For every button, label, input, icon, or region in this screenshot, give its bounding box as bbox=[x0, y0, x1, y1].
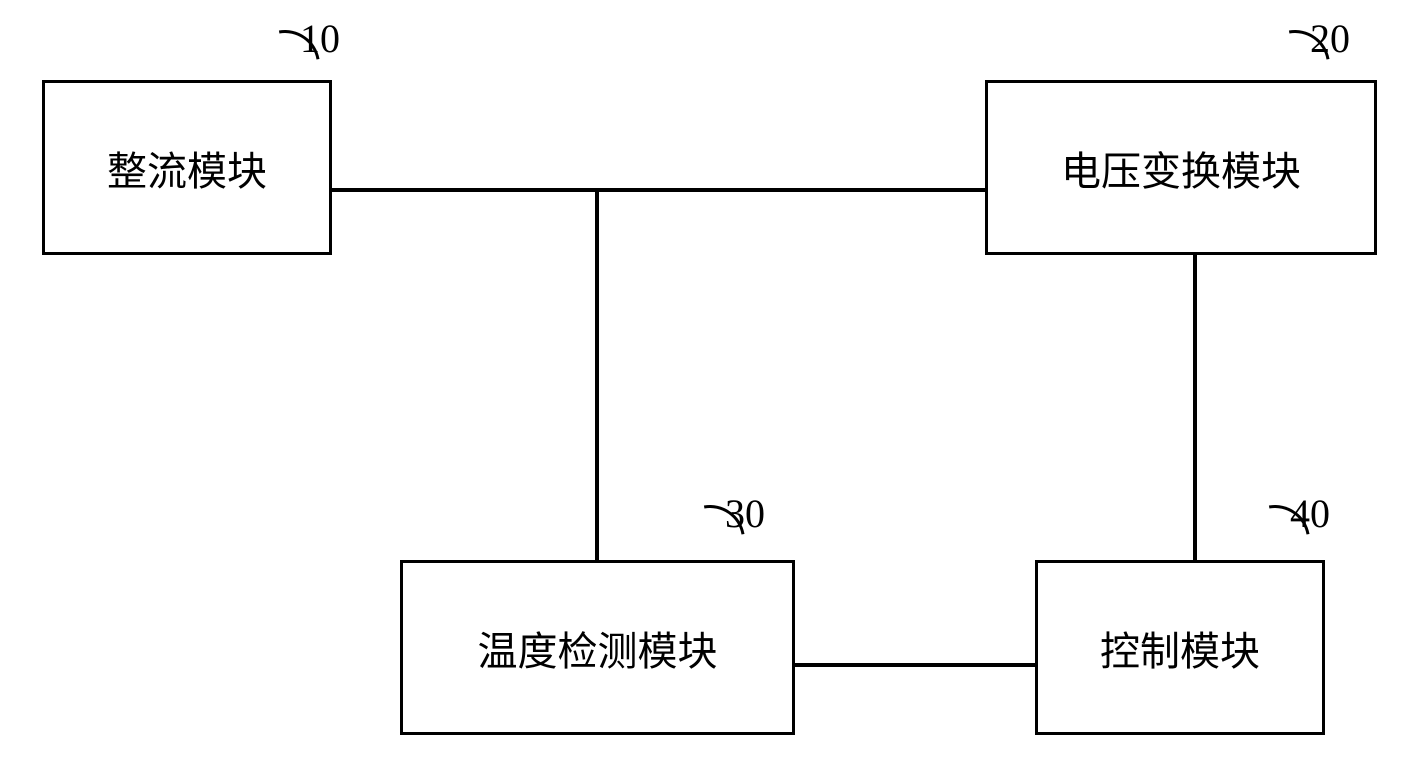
block-label-temperature: 温度检测模块 bbox=[478, 619, 718, 677]
block-label-voltage: 电压变换模块 bbox=[1061, 139, 1301, 197]
block-label-rectifier: 整流模块 bbox=[107, 139, 267, 197]
block-voltage: 电压变换模块 bbox=[985, 80, 1377, 255]
block-control: 控制模块 bbox=[1035, 560, 1325, 735]
block-diagram: 整流模块10电压变换模块20温度检测模块30控制模块40 bbox=[0, 0, 1416, 775]
block-rectifier: 整流模块 bbox=[42, 80, 332, 255]
block-label-control: 控制模块 bbox=[1100, 619, 1260, 677]
block-temperature: 温度检测模块 bbox=[400, 560, 795, 735]
